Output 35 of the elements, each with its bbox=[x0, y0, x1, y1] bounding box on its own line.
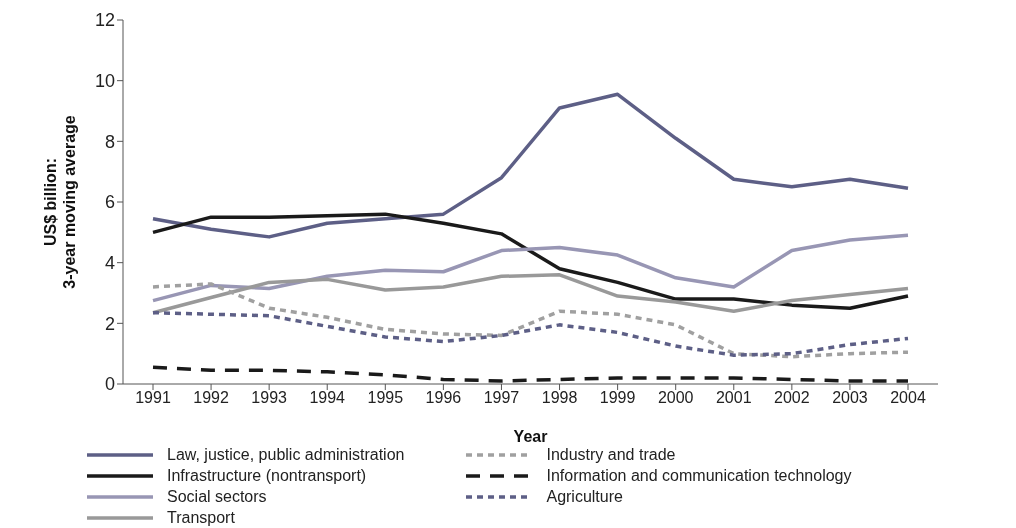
legend-label: Industry and trade bbox=[546, 445, 676, 464]
y-axis-title: US$ billion: 3-year moving average bbox=[41, 115, 78, 289]
legend-label: Information and communication technology bbox=[546, 466, 852, 485]
line-series bbox=[151, 212, 910, 310]
x-tick-label: 1995 bbox=[367, 389, 404, 407]
y-tick-label: 4 bbox=[104, 253, 115, 274]
y-tick-label: 0 bbox=[104, 374, 115, 395]
x-tick-label: 2001 bbox=[715, 389, 752, 407]
x-tick-label: 2004 bbox=[890, 389, 926, 407]
y-tick-label: 2 bbox=[104, 313, 115, 334]
y-tick-label: 12 bbox=[94, 10, 115, 31]
x-tick-label: 1992 bbox=[193, 389, 229, 407]
legend-label: Infrastructure (nontransport) bbox=[167, 466, 367, 485]
x-tick-label: 1996 bbox=[425, 389, 462, 407]
x-tick-label: 1997 bbox=[483, 389, 520, 407]
x-tick-label: 1999 bbox=[599, 389, 636, 407]
x-tick-label: 1993 bbox=[251, 389, 288, 407]
legend-label: Law, justice, public administration bbox=[167, 445, 405, 464]
x-tick-label: 2000 bbox=[657, 389, 694, 407]
x-tick-label: 2003 bbox=[832, 389, 868, 407]
line-series bbox=[151, 310, 910, 357]
legend-label: Social sectors bbox=[167, 487, 267, 506]
y-tick-label: 10 bbox=[94, 71, 115, 92]
legend-label: Agriculture bbox=[546, 487, 623, 506]
x-axis-title: Year bbox=[513, 428, 548, 445]
x-tick-label: 1991 bbox=[135, 389, 171, 407]
line-series bbox=[151, 365, 910, 383]
line-series bbox=[151, 92, 910, 239]
legend-label: Transport bbox=[167, 508, 235, 527]
line-series bbox=[151, 233, 910, 303]
y-tick-label: 6 bbox=[104, 192, 115, 213]
x-tick-label: 2002 bbox=[774, 389, 810, 407]
y-tick-label: 8 bbox=[104, 131, 115, 152]
x-tick-label: 1998 bbox=[541, 389, 578, 407]
x-tick-label: 1994 bbox=[309, 389, 346, 407]
